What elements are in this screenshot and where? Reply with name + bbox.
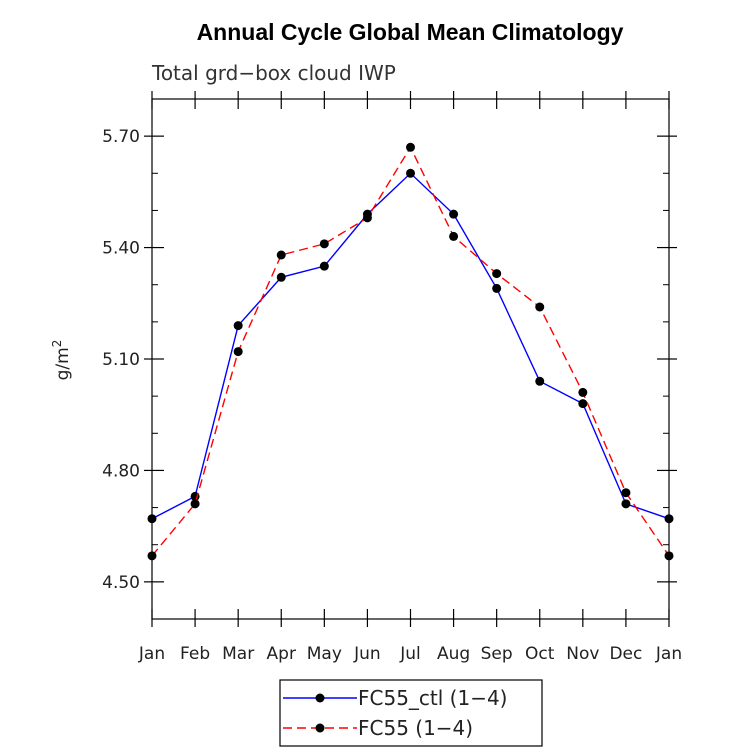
- x-tick-label: Apr: [267, 644, 296, 664]
- y-axis-ticks: 4.50 4.80 5.10 5.40 5.70: [102, 98, 677, 620]
- series-1-point: [233, 347, 243, 357]
- series-1-point: [319, 239, 329, 249]
- series-0-point: [276, 272, 286, 282]
- series-1-point: [276, 250, 286, 260]
- chart-title: Annual Cycle Global Mean Climatology: [197, 19, 624, 45]
- legend-label-0: FC55_ctl (1−4): [358, 686, 507, 710]
- x-tick-label: Nov: [566, 644, 599, 664]
- y-tick-label: 5.10: [102, 350, 140, 370]
- legend: FC55_ctl (1−4) FC55 (1−4): [283, 686, 507, 740]
- x-tick-label: May: [307, 644, 342, 664]
- series-0-point: [621, 499, 631, 509]
- legend-marker-0: [315, 693, 325, 703]
- x-tick-label: Jan: [655, 644, 682, 664]
- chart-subtitle: Total grd−box cloud IWP: [151, 61, 396, 85]
- series-line-0: [151, 172, 670, 520]
- x-axis-ticks: Jan Feb Mar Apr May Jun Jul Aug Sep Oct Nov Dec Jan: [138, 91, 682, 664]
- series-1-point: [492, 269, 502, 279]
- y-axis-label-superscript: 2: [50, 340, 64, 348]
- x-tick-label: Mar: [222, 644, 254, 664]
- series-1-point: [406, 142, 415, 152]
- y-axis-label-text: g/m: [53, 347, 73, 380]
- series-0-point: [664, 514, 674, 524]
- legend-label-1: FC55 (1−4): [358, 716, 473, 740]
- series-0-point: [406, 168, 415, 178]
- series-0-point: [147, 514, 157, 524]
- x-tick-label: Aug: [437, 644, 470, 664]
- series-1-point: [578, 387, 588, 397]
- x-tick-label: Jun: [353, 644, 381, 664]
- x-tick-label: Jul: [399, 644, 421, 664]
- series-1-point: [147, 551, 157, 561]
- y-tick-label: 5.70: [102, 127, 140, 147]
- series-1-point: [190, 499, 200, 509]
- x-tick-label: Sep: [481, 644, 513, 664]
- x-tick-label: Jan: [138, 644, 165, 664]
- series-0-point: [535, 376, 545, 386]
- series-1-point: [535, 302, 545, 312]
- series-1-point: [664, 551, 674, 561]
- x-tick-label: Dec: [609, 644, 642, 664]
- x-tick-label: Oct: [525, 644, 555, 664]
- series-0-point: [578, 399, 588, 409]
- series-1-point: [362, 213, 372, 223]
- series-1-point: [621, 488, 631, 498]
- y-tick-label: 5.40: [102, 239, 140, 259]
- y-tick-label: 4.80: [102, 461, 140, 481]
- series-1-point: [449, 231, 459, 241]
- series-0-point: [492, 283, 502, 293]
- legend-marker-1: [315, 723, 325, 733]
- y-axis-label: g/m2: [50, 340, 73, 381]
- legend-box: [279, 679, 543, 747]
- series-line-1: [151, 145, 670, 557]
- series-0-point: [449, 209, 459, 219]
- x-tick-label: Feb: [180, 644, 210, 664]
- series-group: [147, 142, 674, 561]
- series-0-point: [233, 321, 243, 331]
- series-0-point: [319, 261, 329, 271]
- y-tick-label: 4.50: [102, 573, 140, 593]
